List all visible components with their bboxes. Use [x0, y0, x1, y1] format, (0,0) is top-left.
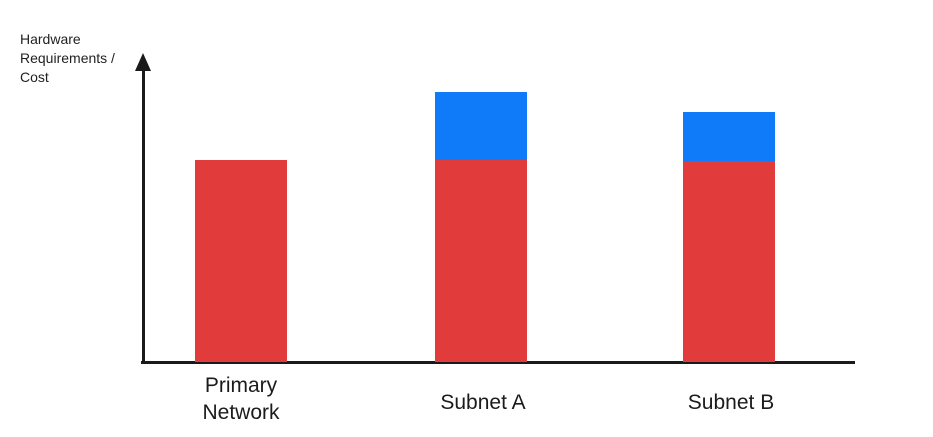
x-axis-label-subnet-b: Subnet B — [687, 391, 775, 414]
x-axis-line — [141, 361, 855, 364]
x-axis-label-subnet-a: Subnet A — [440, 391, 526, 414]
bar-subnet-a-base-segment — [435, 160, 527, 362]
y-axis-arrowhead-icon — [135, 53, 151, 71]
bar-subnet-a-additional-segment — [435, 92, 527, 160]
bar-subnet-b-base-segment — [683, 161, 775, 362]
bar-primary-network-base-segment — [195, 160, 287, 362]
x-axis-label-primary-network: Primary Network — [202, 374, 280, 424]
y-axis-line — [142, 64, 145, 363]
y-axis-title: Hardware Requirements / Cost — [20, 31, 115, 85]
bar-subnet-b-additional-segment — [683, 112, 775, 161]
